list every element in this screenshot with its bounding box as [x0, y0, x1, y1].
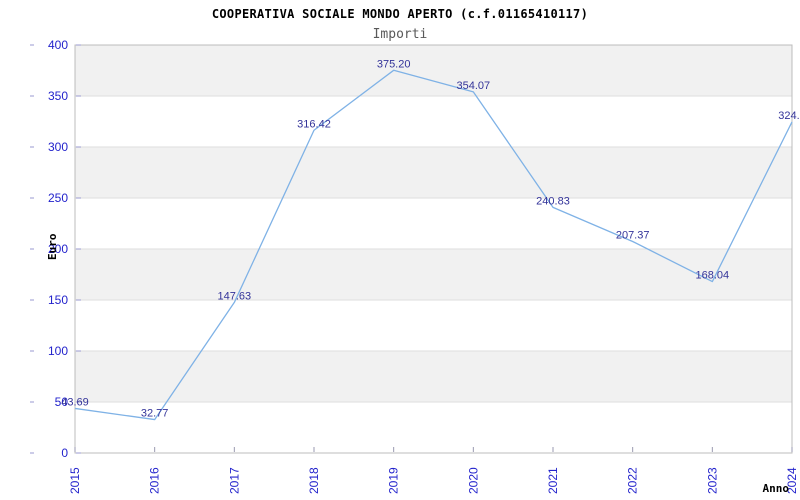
data-point-label: 375.20 [377, 58, 411, 70]
y-axis-tick-label: 250 [48, 191, 68, 205]
y-axis-tick-label: 200 [48, 242, 68, 256]
plot-band [75, 147, 792, 198]
data-line-importi [74, 69, 793, 421]
y-axis-tick-label: 350 [48, 89, 68, 103]
x-axis-title: Anno [763, 482, 790, 495]
data-point-label: 240.83 [536, 195, 570, 207]
plot-band [75, 300, 792, 351]
x-axis-tick-label: 2022 [626, 467, 640, 494]
data-point-label: 316.42 [297, 118, 331, 130]
data-point-label: 43.69 [61, 396, 89, 408]
x-axis-tick-label: 2019 [387, 467, 401, 494]
y-axis-tick-label: 0 [61, 446, 68, 460]
data-point-label: 168.04 [696, 270, 730, 282]
plot-band [75, 351, 792, 402]
x-axis-tick-label: 2017 [227, 467, 241, 494]
plot-band [75, 96, 792, 147]
y-axis-tick-label: 150 [48, 293, 68, 307]
chart-subtitle: Importi [372, 27, 428, 42]
y-axis-tick-label: 100 [48, 344, 68, 358]
data-point-label: 147.63 [218, 290, 252, 302]
data-point-label: 32.77 [141, 408, 169, 420]
x-axis-tick-label: 2021 [546, 467, 560, 494]
data-point-label: 324.6 [778, 110, 800, 122]
x-axis-tick-label: 2018 [307, 467, 321, 494]
x-axis-tick-label: 2020 [466, 467, 480, 494]
plot-band [75, 249, 792, 300]
y-axis-tick-label: 400 [48, 38, 68, 52]
x-axis-tick-label: 2023 [705, 467, 719, 494]
chart-title: COOPERATIVA SOCIALE MONDO APERTO (c.f.01… [211, 7, 589, 21]
data-point-label: 207.37 [616, 229, 650, 241]
plot-border [74, 44, 793, 454]
x-axis-tick-label: 2024 [785, 467, 799, 494]
plot-band [75, 402, 792, 453]
plot-band [75, 198, 792, 249]
plot-band [75, 45, 792, 96]
y-axis-title: Euro [46, 233, 59, 260]
x-axis-tick-label: 2016 [148, 467, 162, 494]
y-axis-tick-label: 50 [55, 395, 69, 409]
y-axis-tick-label: 300 [48, 140, 68, 154]
x-axis-tick-label: 2015 [68, 467, 82, 494]
data-point-label: 354.07 [457, 80, 491, 92]
